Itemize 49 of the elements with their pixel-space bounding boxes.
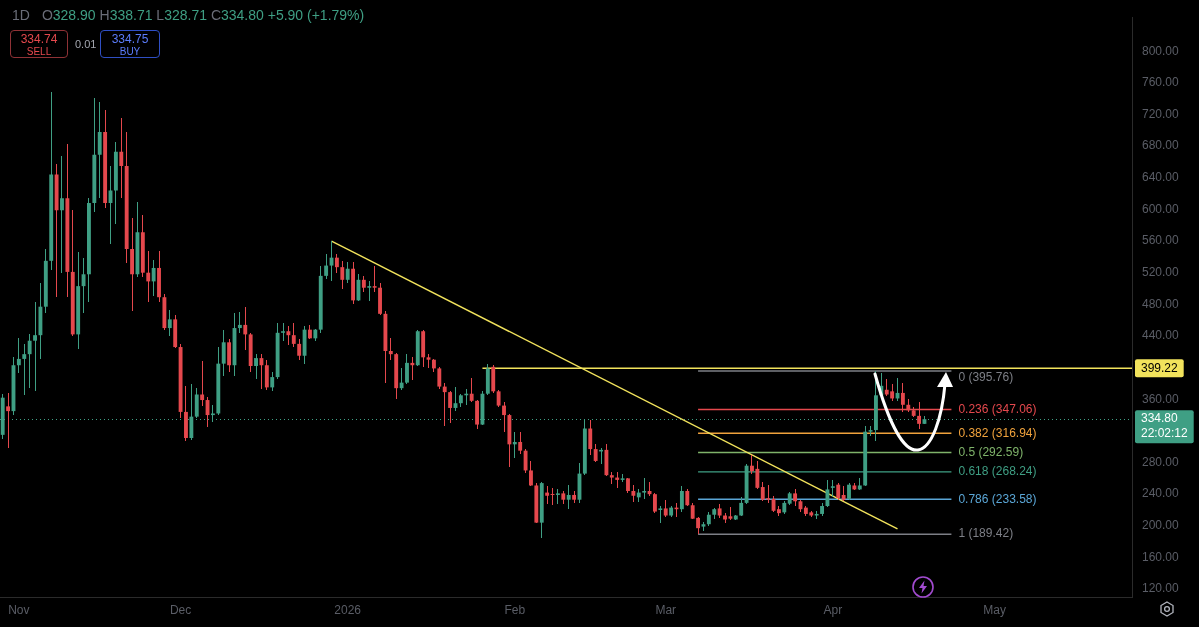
series-label: 0 (395.76) xyxy=(958,369,1014,384)
y-tick-label: 200.00 xyxy=(1142,518,1180,533)
candlestick xyxy=(642,478,647,499)
annotation: 334.75 xyxy=(110,32,150,46)
series-label: 0.382 (316.94) xyxy=(958,425,1037,440)
y-tick-label: 680.00 xyxy=(1142,138,1180,153)
candlestick xyxy=(33,302,37,391)
candlestick xyxy=(367,281,372,301)
buy-button: 334.75 BUY xyxy=(100,30,160,58)
y-tick-label: 360.00 xyxy=(1142,391,1180,406)
annotation: 22:02:12 xyxy=(1141,426,1189,441)
y-tick-label: 760.00 xyxy=(1142,75,1180,90)
y-tick-label: 440.00 xyxy=(1142,328,1180,343)
y-tick-label: 520.00 xyxy=(1142,265,1180,279)
x-tick-label: Feb xyxy=(504,602,526,617)
annotation: 334.74 xyxy=(19,32,59,46)
y-tick-label: 480.00 xyxy=(1142,296,1180,311)
series-label: 1 (189.42) xyxy=(958,526,1014,541)
series-label: 0.236 (347.06) xyxy=(958,401,1037,416)
series-label: 0.618 (268.24) xyxy=(958,464,1037,479)
candlestick xyxy=(6,393,11,448)
x-tick-label: Nov xyxy=(8,602,30,617)
annotation: SELL xyxy=(25,46,53,57)
x-tick-label: Dec xyxy=(169,602,192,617)
y-tick-label: 560.00 xyxy=(1142,233,1180,248)
series-label: 0.786 (233.58) xyxy=(958,491,1037,506)
y-tick-label: 280.00 xyxy=(1142,454,1180,469)
sell-button: 334.74 SELL xyxy=(10,30,68,58)
ref-line-label: 334.80 xyxy=(1141,411,1179,426)
annotation: BUY xyxy=(118,46,142,57)
series-label: 0.5 (292.59) xyxy=(958,444,1024,459)
candlestick xyxy=(22,344,27,395)
y-tick-label: 600.00 xyxy=(1142,201,1180,216)
y-tick-label: 720.00 xyxy=(1142,106,1180,121)
x-tick-label: May xyxy=(983,602,1006,617)
y-tick-label: 120.00 xyxy=(1142,581,1180,596)
annotation: 399.22 xyxy=(1141,360,1179,375)
chart-subtitle: O328.90 H338.71 L328.71 C334.80 +5.90 (+1.79%) xyxy=(41,7,365,23)
x-tick-label: Apr xyxy=(823,602,843,617)
y-tick-label: 640.00 xyxy=(1142,170,1180,185)
y-tick-label: 160.00 xyxy=(1142,549,1180,564)
candlestick xyxy=(372,266,377,292)
y-tick-label: 800.00 xyxy=(1142,43,1180,58)
candlestick xyxy=(60,156,64,273)
x-tick-label: Mar xyxy=(655,602,677,617)
x-tick-label: 2026 xyxy=(334,602,362,617)
annotation: 0.01 xyxy=(75,38,97,50)
y-tick-label: 240.00 xyxy=(1142,486,1180,501)
chart-title: 1D xyxy=(12,7,30,23)
